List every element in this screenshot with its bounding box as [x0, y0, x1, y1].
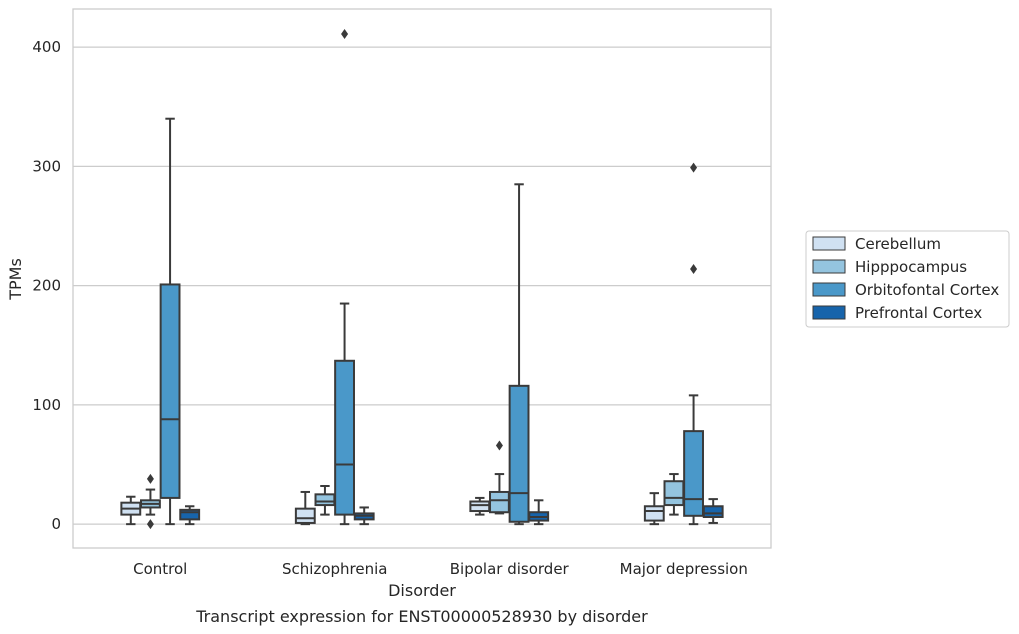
box-2-3 [683, 162, 704, 526]
y-tick-labels: 0 100 200 300 400 [32, 38, 61, 533]
legend-swatch-1 [812, 259, 846, 274]
outlier-point-1 [146, 519, 154, 530]
legend-label-2: Orbitofontal Cortex [855, 281, 999, 299]
x-tick-label-2: Bipolar disorder [450, 560, 570, 578]
legend-label-0: Cerebellum [855, 235, 941, 253]
plot-frame [72, 8, 772, 549]
box-body [179, 508, 201, 521]
outlier-point-1 [690, 162, 698, 173]
x-axis-label: Disorder [388, 581, 456, 600]
y-tick-label-0: 0 [51, 515, 61, 533]
box-body [702, 505, 724, 518]
outlier-point-0 [341, 29, 349, 40]
box-body [643, 505, 665, 522]
box-body [159, 283, 181, 499]
box-1-3 [663, 473, 685, 516]
chart-caption: Transcript expression for ENST0000052893… [195, 607, 648, 626]
box-3-2 [528, 499, 550, 526]
outlier-point-0 [495, 440, 503, 451]
box-body [334, 359, 355, 516]
box-0-0 [120, 495, 142, 526]
box-0-1 [294, 490, 316, 526]
legend-frame [805, 230, 1010, 328]
box-3-0 [179, 505, 201, 526]
boxplot-series [120, 29, 724, 530]
box-2-1 [334, 29, 355, 526]
x-tick-labels: Control Schizophrenia Bipolar disorder Majo… [133, 560, 748, 578]
box-3-3 [702, 498, 724, 524]
box-body [469, 500, 491, 513]
legend: Cerebellum Hipppocampus Orbitofontal Corte… [805, 230, 1010, 328]
box-1-0 [140, 473, 161, 530]
box-1-1 [314, 484, 336, 516]
legend-swatch-3 [812, 305, 846, 320]
box-body [294, 507, 316, 524]
legend-swatch-2 [812, 282, 846, 297]
x-tick-label-3: Major depression [620, 560, 748, 578]
x-tick-label-0: Control [133, 560, 187, 578]
box-2-0 [159, 117, 181, 526]
legend-label-1: Hipppocampus [855, 258, 967, 276]
box-1-2 [489, 440, 510, 515]
box-2-2 [508, 183, 530, 526]
box-body [489, 490, 510, 514]
box-0-3 [643, 492, 665, 526]
legend-label-3: Prefrontal Cortex [855, 304, 982, 322]
outlier-point-0 [146, 473, 154, 484]
y-axis-label: TPMs [6, 258, 25, 301]
box-body [683, 430, 704, 517]
y-tick-label-200: 200 [32, 277, 61, 295]
box-body [508, 384, 530, 523]
y-tick-label-400: 400 [32, 38, 61, 56]
box-0-2 [469, 496, 491, 516]
y-tick-label-300: 300 [32, 157, 61, 175]
y-tick-label-100: 100 [32, 396, 61, 414]
x-tick-label-1: Schizophrenia [282, 560, 387, 578]
outlier-point-0 [690, 263, 698, 274]
legend-swatch-0 [812, 236, 846, 251]
box-body [663, 480, 685, 507]
box-3-1 [353, 506, 375, 526]
box-body [314, 493, 336, 507]
